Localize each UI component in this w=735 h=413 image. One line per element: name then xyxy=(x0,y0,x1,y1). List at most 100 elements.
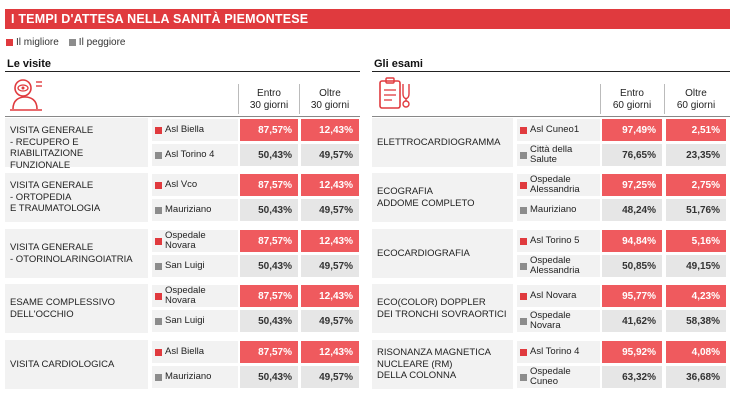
esami-row-group xyxy=(372,284,513,333)
esami-best-over-value: 5,16% xyxy=(666,230,726,252)
entity-name: Asl Torino 4 xyxy=(165,149,214,161)
esami-worst-entity: Ospedale Cuneo xyxy=(520,366,599,388)
visite-entity-bg xyxy=(152,144,238,166)
text-line: ADDOME COMPLETO xyxy=(377,197,475,209)
visite-row-group xyxy=(5,173,148,222)
red-square-icon xyxy=(155,126,162,134)
visite-row-group xyxy=(5,340,148,389)
text-line: VISITA GENERALE xyxy=(10,180,94,192)
esami-worst-over-value: 51,76% xyxy=(666,199,726,221)
esami-best-entity: Asl Cuneo1 xyxy=(520,119,599,141)
visite-title-rule xyxy=(5,71,360,72)
visite-best-entity: Asl Biella xyxy=(155,119,237,141)
legend-worst: Il peggiore xyxy=(68,37,126,48)
visite-col-over-header: Oltre 30 giorni xyxy=(301,88,359,112)
gray-square-icon xyxy=(68,39,76,46)
text-line: Asl Vco xyxy=(165,178,198,190)
entity-name: Ospedale Novara xyxy=(165,230,237,252)
esami-worst-entity: Mauriziano xyxy=(520,199,599,221)
visite-row-group xyxy=(5,229,148,278)
visite-entity-bg xyxy=(152,366,238,388)
entity-name: Città della Salute xyxy=(530,143,599,166)
visite-worst-within-value: 50,43% xyxy=(240,144,298,166)
esami-worst-within-value: 48,24% xyxy=(602,199,662,221)
esami-entity-bg xyxy=(517,230,600,252)
esami-exam-name: ECOGRAFIA ADDOME COMPLETO xyxy=(377,186,510,209)
esami-col-over-header: Oltre 60 giorni xyxy=(666,88,726,112)
text-line: 60 giorni xyxy=(676,100,716,111)
esami-worst-within-value: 76,65% xyxy=(602,144,662,166)
text-line: - ORTOPEDIA xyxy=(10,191,72,203)
visite-exam-name: VISITA GENERALE - OTORINOLARINGOIATRIA xyxy=(10,242,145,265)
text-line: Entro xyxy=(620,88,644,99)
visite-worst-entity: Asl Torino 4 xyxy=(155,144,237,166)
entity-name: Asl Torino 4 xyxy=(530,346,579,358)
esami-best-entity: Asl Novara xyxy=(520,285,599,307)
esami-best-entity: Ospedale Alessandria xyxy=(520,174,599,196)
entity-name: Ospedale Cuneo xyxy=(530,366,599,388)
text-line: FUNZIONALE xyxy=(10,159,71,171)
esami-row-group xyxy=(372,173,513,222)
visite-worst-within-value: 50,43% xyxy=(240,310,298,332)
gray-square-icon xyxy=(155,317,162,325)
esami-worst-over-value: 49,15% xyxy=(666,255,726,277)
esami-worst-over-value: 58,38% xyxy=(666,310,726,332)
esami-best-within-value: 95,92% xyxy=(602,341,662,363)
visite-worst-entity: Mauriziano xyxy=(155,199,237,221)
entity-name: Ospedale Novara xyxy=(165,285,237,307)
red-square-icon xyxy=(520,292,527,300)
text-line: Asl Biella xyxy=(165,123,205,135)
visite-best-over-value: 12,43% xyxy=(301,341,359,363)
text-line: DEI TRONCHI SOVRAORTICI xyxy=(377,308,507,320)
title-banner: I TEMPI D'ATTESA NELLA SANITÀ PIEMONTESE xyxy=(5,9,730,29)
red-square-icon xyxy=(520,348,527,356)
visite-best-entity: Asl Vco xyxy=(155,174,237,196)
visite-entity-bg xyxy=(152,119,238,141)
red-square-icon xyxy=(6,39,13,46)
text-line: ELETTROCARDIOGRAMMA xyxy=(377,136,501,148)
esami-exam-name: ECOCARDIOGRAFIA xyxy=(377,248,510,260)
entity-name: Ospedale Alessandria xyxy=(530,174,580,196)
entity-name: Asl Torino 5 xyxy=(530,234,580,247)
esami-row-group xyxy=(372,229,513,278)
text-line: Entro xyxy=(257,88,281,99)
esami-best-over-value: 2,51% xyxy=(666,119,726,141)
visite-entity-bg xyxy=(152,310,238,332)
visite-section-title: Le visite xyxy=(7,58,52,70)
entity-name: Asl Cuneo1 xyxy=(530,124,579,136)
text-line: - RECUPERO E RIABILITAZIONE xyxy=(10,136,84,160)
visite-best-over-value: 12,43% xyxy=(301,119,359,141)
esami-col-within-header: Entro 60 giorni xyxy=(602,88,662,112)
gray-square-icon xyxy=(155,206,162,214)
gray-square-icon xyxy=(520,317,527,325)
text-line: ECOCARDIOGRAFIA xyxy=(377,247,470,259)
esami-entity-bg xyxy=(517,255,600,277)
visite-exam-name: ESAME COMPLESSIVO DELL'OCCHIO xyxy=(10,297,145,320)
visite-worst-over-value: 49,57% xyxy=(301,144,359,166)
visite-best-over-value: 12,43% xyxy=(301,285,359,307)
text-line: E TRAUMATOLOGIA xyxy=(10,203,101,215)
esami-worst-within-value: 63,32% xyxy=(602,366,662,388)
legend-worst-label: Il peggiore xyxy=(78,37,126,48)
red-square-icon xyxy=(520,237,527,245)
text-line: Asl Torino 5 xyxy=(530,234,580,246)
text-line: 60 giorni xyxy=(612,100,652,111)
visite-entity-bg xyxy=(152,341,238,363)
esami-exam-name: ELETTROCARDIOGRAMMA xyxy=(377,137,510,149)
visite-exam-name: VISITA CARDIOLOGICA xyxy=(10,359,145,371)
text-line: DELL'OCCHIO xyxy=(10,308,74,320)
esami-row-group xyxy=(372,118,513,167)
text-line: Alessandria xyxy=(530,265,580,276)
text-line: Città della Salute xyxy=(530,143,573,165)
visite-worst-entity: San Luigi xyxy=(155,310,237,332)
esami-worst-within-value: 50,85% xyxy=(602,255,662,277)
text-line: Asl Novara xyxy=(530,289,577,301)
esami-entity-bg xyxy=(517,285,600,307)
entity-name: Asl Biella xyxy=(165,346,204,358)
legend: Il migliore Il peggiore xyxy=(6,37,136,48)
esami-best-entity: Asl Torino 5 xyxy=(520,230,599,252)
red-square-icon xyxy=(155,181,162,189)
text-line: Oltre xyxy=(319,88,341,99)
text-line: Ospedale xyxy=(530,254,571,266)
text-line: ESAME COMPLESSIVO xyxy=(10,297,116,308)
